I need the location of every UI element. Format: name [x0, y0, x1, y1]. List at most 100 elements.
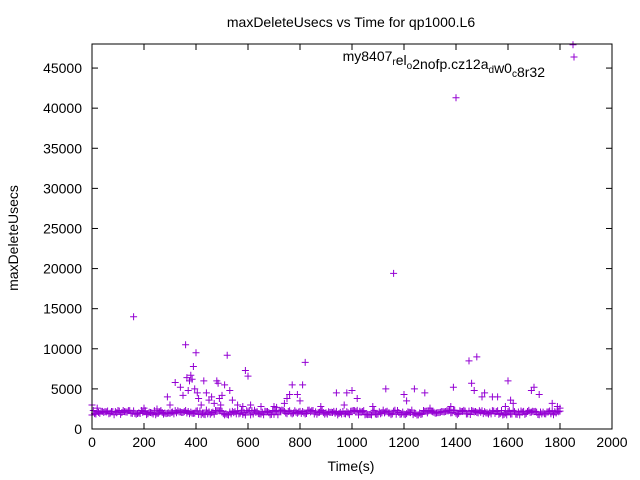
data-point [192, 349, 200, 357]
data-point [509, 399, 517, 407]
data-point [421, 389, 429, 397]
data-point [501, 403, 509, 411]
y-tick-label: 40000 [43, 100, 82, 116]
data-point [494, 393, 502, 401]
data-point [504, 377, 512, 385]
data-point [447, 403, 455, 411]
y-tick-label: 20000 [43, 261, 82, 277]
data-point [247, 401, 255, 409]
legend-label-part: r [392, 57, 396, 68]
x-tick-label: 1600 [492, 434, 523, 450]
data-point [478, 393, 486, 401]
data-point [403, 397, 411, 405]
data-point [332, 389, 340, 397]
x-tick-label: 1800 [544, 434, 575, 450]
data-point [244, 372, 252, 380]
data-point [382, 385, 390, 393]
data-point [453, 411, 461, 419]
legend-label-part: c [512, 69, 517, 80]
x-axis-label: Time(s) [328, 458, 375, 474]
y-tick-label: 15000 [43, 301, 82, 317]
data-point [226, 387, 234, 394]
data-point [221, 381, 229, 389]
data-point [426, 404, 434, 412]
data-point [390, 269, 398, 277]
x-tick-label: 1000 [336, 434, 367, 450]
data-point [417, 411, 425, 419]
legend-label-part: el [396, 52, 407, 68]
data-point [193, 389, 201, 397]
data-point [210, 399, 218, 407]
data-point [535, 391, 543, 399]
data-point [153, 405, 161, 413]
y-tick-label: 30000 [43, 180, 82, 196]
legend-label-part: o [407, 61, 413, 72]
data-point [348, 387, 356, 394]
legend-label-part: 2nofp.cz12a [412, 56, 488, 72]
legend: my8407relo2nofp.cz12adw0c8r32 [343, 48, 578, 80]
data-point [301, 358, 309, 366]
y-tick-label: 10000 [43, 341, 82, 357]
data-point [530, 383, 538, 391]
legend-label: my8407relo2nofp.cz12adw0c8r32 [343, 48, 546, 80]
data-point [228, 396, 236, 404]
data-point [218, 391, 226, 399]
data-point [171, 378, 179, 386]
data-point [241, 366, 249, 374]
x-tick-label: 200 [132, 434, 156, 450]
x-tick-label: 0 [88, 434, 96, 450]
data-point [288, 381, 296, 389]
data-point [377, 410, 385, 418]
data-point [93, 404, 101, 412]
data-point [481, 389, 489, 397]
legend-label-part: w0 [493, 60, 512, 76]
data-point [182, 341, 190, 349]
data-point [286, 391, 294, 399]
data-point [360, 407, 368, 415]
data-point [368, 411, 375, 419]
data-point [200, 377, 208, 385]
data-point [400, 391, 408, 399]
data-point [214, 379, 222, 387]
data-point [548, 399, 556, 407]
y-tick-label: 45000 [43, 60, 82, 76]
data-point [296, 397, 304, 405]
data-point [353, 395, 361, 403]
legend-label-part: my8407 [343, 48, 393, 64]
data-point [273, 403, 281, 411]
y-tick-label: 25000 [43, 220, 82, 236]
x-tick-label: 1200 [388, 434, 419, 450]
data-point [509, 406, 517, 414]
data-point [299, 381, 307, 389]
data-point [217, 401, 225, 409]
x-tick-label: 800 [288, 434, 312, 450]
legend-label-part: 8r32 [517, 64, 545, 80]
data-point [184, 387, 192, 394]
data-point [556, 404, 564, 412]
data-point [498, 407, 505, 415]
y-axis-label: maxDeleteUsecs [5, 185, 21, 291]
data-point [176, 383, 184, 391]
data-point [465, 357, 473, 365]
data-point [187, 371, 195, 379]
data-point [166, 401, 174, 409]
data-point [460, 406, 468, 414]
data-point [163, 393, 171, 401]
data-point [223, 351, 231, 359]
data-point [369, 403, 377, 411]
data-point [317, 403, 325, 411]
data-point [503, 411, 511, 419]
y-tick-label: 0 [74, 421, 82, 437]
data-point [449, 383, 457, 391]
legend-marker-icon [570, 53, 578, 61]
data-point [179, 391, 187, 399]
data-point [280, 399, 288, 407]
data-point [210, 410, 218, 418]
data-point [140, 404, 148, 412]
data-point [555, 408, 563, 416]
data-point [468, 379, 476, 387]
data-point [130, 313, 138, 321]
data-point [234, 401, 242, 409]
y-tick-label: 35000 [43, 140, 82, 156]
